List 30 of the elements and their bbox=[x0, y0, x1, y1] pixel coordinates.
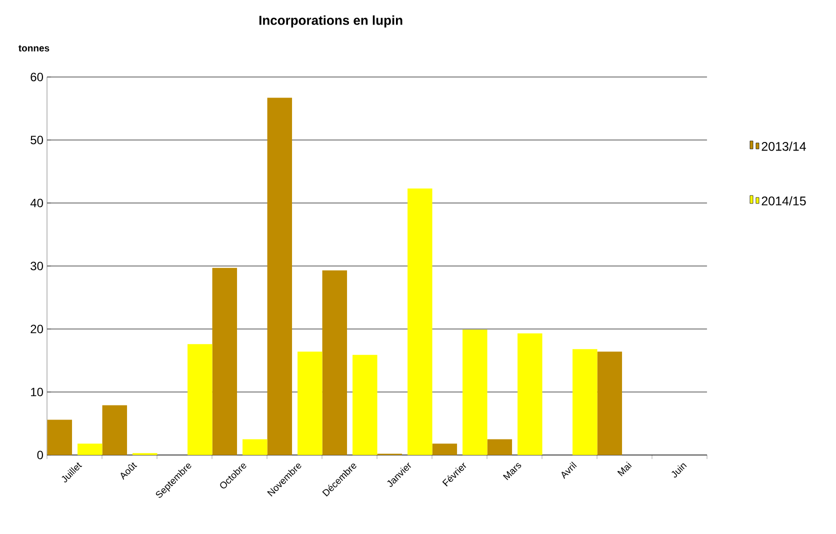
bar bbox=[352, 354, 378, 455]
y-tick-label: 50 bbox=[30, 136, 44, 144]
y-tick-label: 0 bbox=[37, 450, 44, 460]
bar bbox=[518, 333, 542, 455]
chart-title: Incorporations en lupin bbox=[259, 15, 402, 28]
y-tick-label: 30 bbox=[30, 262, 44, 270]
bar bbox=[188, 344, 212, 455]
bar bbox=[462, 330, 488, 455]
x-tick-label: Juin bbox=[672, 463, 687, 478]
y-tick-label: 40 bbox=[30, 198, 44, 208]
y-tick-label: 20 bbox=[30, 324, 44, 334]
y-tick-label: 10 bbox=[31, 388, 44, 396]
bar bbox=[267, 98, 292, 455]
bar bbox=[487, 439, 512, 455]
bar bbox=[47, 420, 72, 455]
bar bbox=[572, 349, 598, 455]
bar bbox=[298, 352, 322, 455]
bar bbox=[322, 270, 348, 455]
legend-label: 2013/14 bbox=[762, 142, 806, 151]
bar bbox=[597, 352, 622, 455]
legend-label: 2014/15 bbox=[762, 196, 806, 206]
bar bbox=[78, 444, 102, 455]
bar bbox=[432, 444, 458, 455]
bar bbox=[242, 439, 268, 455]
y-axis-title: tonnes bbox=[18, 45, 50, 52]
y-tick-label: 60 bbox=[30, 72, 44, 82]
bar bbox=[212, 268, 238, 455]
bar bbox=[102, 405, 128, 455]
bar bbox=[408, 188, 432, 455]
x-tick-label: Mai bbox=[617, 462, 632, 476]
